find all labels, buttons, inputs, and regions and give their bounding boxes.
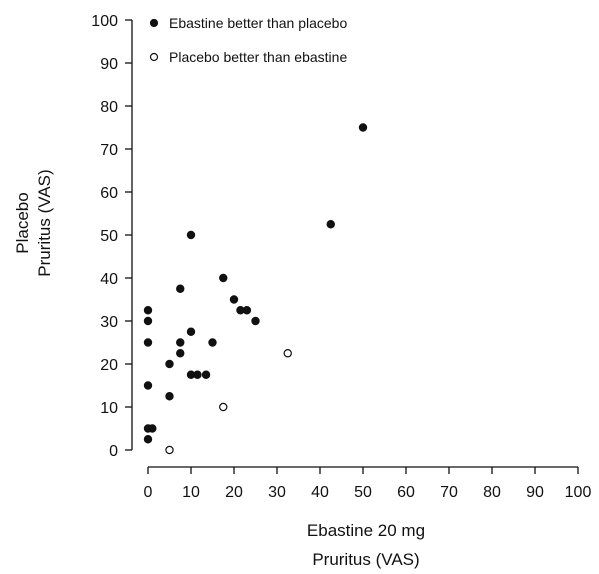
data-point-ebastine-better: [143, 306, 153, 315]
x-tick-label: 70: [440, 484, 458, 501]
data-point-ebastine-better: [201, 370, 211, 379]
data-point-ebastine-better: [143, 316, 153, 326]
x-axis-title-line1: Ebastine 20 mg: [307, 521, 425, 540]
legend-label-placebo-better: Placebo better than ebastine: [169, 49, 347, 65]
y-axis-title-line1: Placebo: [13, 192, 32, 253]
data-point-ebastine-better: [219, 273, 228, 283]
legend-label-ebastine-better: Ebastine better than placebo: [169, 15, 347, 31]
data-point-ebastine-better: [176, 349, 185, 358]
data-point-ebastine-better: [143, 338, 153, 347]
y-axis-title: Placebo Pruritus (VAS): [13, 169, 54, 276]
y-tick-label: 40: [100, 271, 118, 288]
y-tick-label: 70: [100, 142, 118, 159]
data-point-ebastine-better: [326, 220, 335, 229]
x-tick-label: 0: [144, 484, 153, 501]
x-axis-title-line2: Pruritus (VAS): [312, 550, 419, 569]
legend: Ebastine better than placebo Placebo bet…: [149, 15, 347, 65]
y-tick-label: 80: [100, 99, 118, 116]
data-point-ebastine-better: [143, 435, 153, 444]
data-point-ebastine-better: [208, 338, 217, 347]
x-tick-label: 90: [526, 484, 544, 501]
data-point-ebastine-better: [193, 370, 202, 379]
data-point-placebo-better: [219, 402, 228, 412]
y-tick-label: 90: [100, 56, 118, 73]
data-point-ebastine-better: [165, 359, 174, 369]
data-point-ebastine-better: [176, 284, 185, 293]
x-axis-title: Ebastine 20 mg Pruritus (VAS): [307, 521, 425, 569]
data-point-ebastine-better: [186, 230, 196, 240]
data-point-placebo-better: [283, 349, 292, 358]
data-point-ebastine-better: [148, 424, 157, 433]
x-tick-label: 60: [397, 484, 415, 501]
y-axis-title-line2: Pruritus (VAS): [35, 169, 54, 276]
x-tick-label: 80: [483, 484, 501, 501]
x-tick-label: 50: [354, 484, 372, 501]
x-tick-label: 100: [565, 484, 592, 501]
data-point-ebastine-better: [358, 123, 368, 132]
y-ticks: 0 10 20 30 40 50 60 70 80 90 100: [91, 13, 132, 460]
y-tick-label: 100: [91, 13, 118, 30]
data-point-ebastine-better: [229, 295, 239, 304]
data-point-ebastine-better: [143, 381, 153, 390]
y-tick-label: 60: [100, 185, 118, 202]
x-tick-label: 30: [268, 484, 286, 501]
y-tick-label: 20: [100, 357, 118, 374]
data-point-ebastine-better: [176, 338, 185, 347]
data-points: [143, 123, 368, 455]
y-tick-label: 50: [100, 228, 118, 245]
data-point-ebastine-better: [251, 316, 260, 326]
data-point-ebastine-better: [165, 392, 174, 401]
data-point-ebastine-better: [186, 327, 196, 336]
y-tick-label: 30: [100, 314, 118, 331]
x-ticks: 0 10 20 30 40 50 60 70 80 90 100: [144, 467, 592, 501]
x-tick-label: 40: [311, 484, 329, 501]
y-tick-label: 10: [100, 400, 118, 417]
axes: [131, 20, 578, 468]
x-tick-label: 10: [182, 484, 200, 501]
data-point-ebastine-better: [242, 306, 252, 315]
legend-open-marker: [149, 52, 159, 62]
legend-filled-marker: [149, 18, 159, 28]
y-tick-label: 0: [109, 443, 118, 460]
data-point-placebo-better: [165, 445, 174, 455]
x-tick-label: 20: [225, 484, 243, 501]
